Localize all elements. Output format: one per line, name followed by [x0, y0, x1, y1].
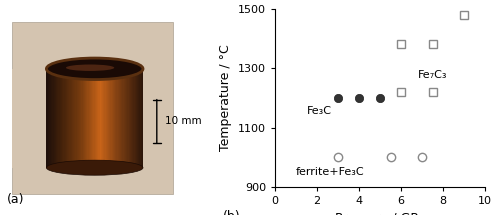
Bar	[124, 69, 126, 168]
Bar	[64, 69, 65, 168]
Bar	[56, 69, 58, 168]
Bar	[130, 69, 132, 168]
Bar	[122, 69, 124, 168]
Bar	[54, 69, 56, 168]
Bar	[114, 69, 116, 168]
Bar	[73, 69, 74, 168]
Bar	[140, 69, 141, 168]
Bar	[143, 69, 173, 168]
Bar	[85, 69, 86, 168]
Bar	[100, 69, 101, 168]
Bar	[103, 69, 105, 168]
X-axis label: Pressure / GPa: Pressure / GPa	[335, 212, 425, 215]
Text: Fe₃C: Fe₃C	[306, 106, 332, 116]
Bar	[64, 69, 66, 168]
Bar	[12, 69, 46, 168]
Bar	[58, 69, 60, 168]
Text: (b): (b)	[222, 210, 240, 215]
Bar	[126, 69, 128, 168]
Bar	[80, 69, 82, 168]
Bar	[134, 69, 136, 168]
Bar	[46, 69, 48, 168]
Bar	[60, 69, 62, 168]
Text: Fe₇C₃: Fe₇C₃	[418, 71, 448, 80]
Text: 10 mm: 10 mm	[165, 117, 202, 126]
Bar	[52, 69, 54, 168]
Bar	[112, 69, 114, 168]
Bar	[82, 69, 83, 168]
Bar	[70, 69, 72, 168]
FancyBboxPatch shape	[12, 22, 173, 194]
Bar	[96, 69, 98, 168]
Bar	[67, 69, 68, 168]
Bar	[142, 69, 144, 168]
Bar	[118, 69, 120, 168]
Bar	[61, 69, 62, 168]
Bar	[136, 69, 138, 168]
Bar	[102, 69, 104, 168]
Bar	[98, 69, 100, 168]
Bar	[94, 69, 96, 168]
Bar	[91, 69, 92, 168]
Bar	[120, 69, 122, 168]
Bar	[55, 69, 56, 168]
Bar	[88, 69, 90, 168]
Bar	[119, 69, 120, 168]
Bar	[92, 69, 94, 168]
Bar	[106, 69, 107, 168]
Bar	[79, 69, 80, 168]
Bar	[134, 69, 135, 168]
Bar	[137, 69, 138, 168]
Bar	[107, 69, 108, 168]
Bar	[110, 69, 112, 168]
Bar	[68, 69, 70, 168]
Bar	[122, 69, 123, 168]
Bar	[90, 69, 92, 168]
Bar	[58, 69, 59, 168]
Bar	[100, 69, 102, 168]
Bar	[128, 69, 129, 168]
Bar	[78, 69, 80, 168]
Bar	[86, 69, 88, 168]
Bar	[108, 69, 110, 168]
Bar	[138, 69, 140, 168]
Bar	[131, 69, 132, 168]
Bar	[82, 69, 84, 168]
Ellipse shape	[46, 58, 143, 80]
Bar	[125, 69, 126, 168]
Ellipse shape	[66, 64, 114, 71]
Bar	[70, 69, 71, 168]
Ellipse shape	[46, 160, 143, 175]
Bar	[48, 69, 50, 168]
Bar	[140, 69, 142, 168]
Bar	[49, 69, 50, 168]
Bar	[109, 69, 111, 168]
Bar	[116, 69, 118, 168]
Bar	[50, 69, 51, 168]
Bar	[84, 69, 86, 168]
Bar	[72, 69, 74, 168]
Bar	[76, 69, 77, 168]
Bar	[62, 69, 64, 168]
Bar	[94, 69, 95, 168]
Bar	[104, 69, 106, 168]
Bar	[115, 69, 117, 168]
Bar	[51, 69, 53, 168]
Y-axis label: Temperature / °C: Temperature / °C	[220, 45, 232, 151]
Bar	[97, 69, 99, 168]
Bar	[66, 69, 68, 168]
Bar	[132, 69, 134, 168]
Bar	[88, 69, 89, 168]
Bar	[74, 69, 76, 168]
Bar	[128, 69, 130, 168]
Bar	[113, 69, 114, 168]
Text: (a): (a)	[8, 194, 25, 206]
Text: ferrite+Fe₃C: ferrite+Fe₃C	[296, 167, 364, 177]
Bar	[76, 69, 78, 168]
